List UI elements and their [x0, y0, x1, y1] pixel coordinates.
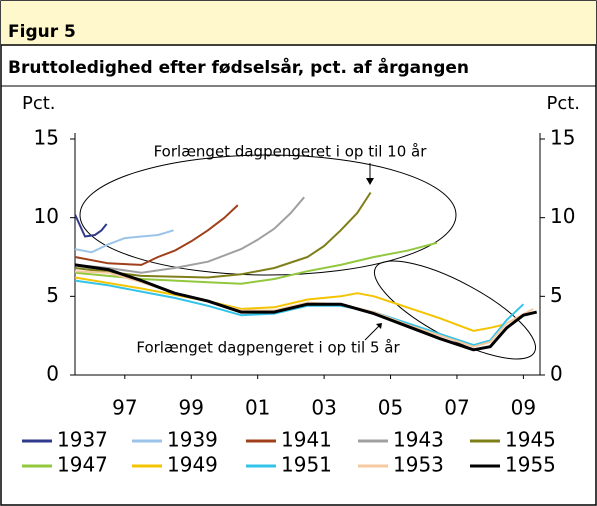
y-tick-label: 15 [34, 126, 59, 150]
legend-label: 1937 [57, 428, 108, 452]
legend-label: 1939 [167, 428, 218, 452]
y2-tick-label: 0 [550, 362, 563, 386]
series-line [74, 279, 525, 347]
x-tick-label: 07 [444, 396, 469, 420]
legend-label: 1945 [505, 428, 556, 452]
y-axis-label: Pct. [22, 93, 56, 114]
legend-label: 1947 [57, 453, 108, 477]
x-tick-label: 05 [378, 396, 403, 420]
annotation: Forlænget dagpengeret i op til 5 år [136, 339, 400, 357]
series-line [74, 204, 239, 266]
series-line [74, 229, 174, 254]
annotation-arrowhead [366, 178, 374, 185]
figure-label: Figur 5 [8, 22, 76, 42]
series-line [74, 196, 305, 274]
series-line [74, 214, 108, 238]
y-tick-label: 0 [46, 362, 59, 386]
y2-axis-label: Pct. [546, 93, 580, 114]
annotation: Forlænget dagpengeret i op til 10 år [154, 143, 428, 161]
legend-label: 1949 [167, 453, 218, 477]
legend-label: 1955 [505, 453, 556, 477]
series-line [74, 191, 372, 279]
chart-title: Bruttoledighed efter fødselsår, pct. af … [8, 56, 469, 78]
x-tick-label: 01 [245, 396, 270, 420]
annotation-arrow [364, 324, 381, 341]
series-line [74, 263, 538, 352]
legend-label: 1943 [393, 428, 444, 452]
x-tick-label: 09 [511, 396, 536, 420]
series-line [74, 276, 504, 332]
x-tick-label: 03 [311, 396, 336, 420]
y-tick-label: 10 [34, 204, 59, 228]
annotation-ellipse [373, 260, 537, 360]
series-line [74, 241, 438, 285]
legend-label: 1941 [281, 428, 332, 452]
x-tick-label: 99 [179, 396, 204, 420]
y2-tick-label: 10 [550, 204, 575, 228]
legend-label: 1951 [281, 453, 332, 477]
y2-tick-label: 5 [550, 283, 563, 307]
x-tick-label: 97 [112, 396, 137, 420]
y2-tick-label: 15 [550, 126, 575, 150]
legend-label: 1953 [393, 453, 444, 477]
y-tick-label: 5 [46, 283, 59, 307]
annotation-ellipse [79, 154, 457, 276]
annotation-arrowhead [376, 323, 382, 329]
header-band [1, 1, 596, 45]
